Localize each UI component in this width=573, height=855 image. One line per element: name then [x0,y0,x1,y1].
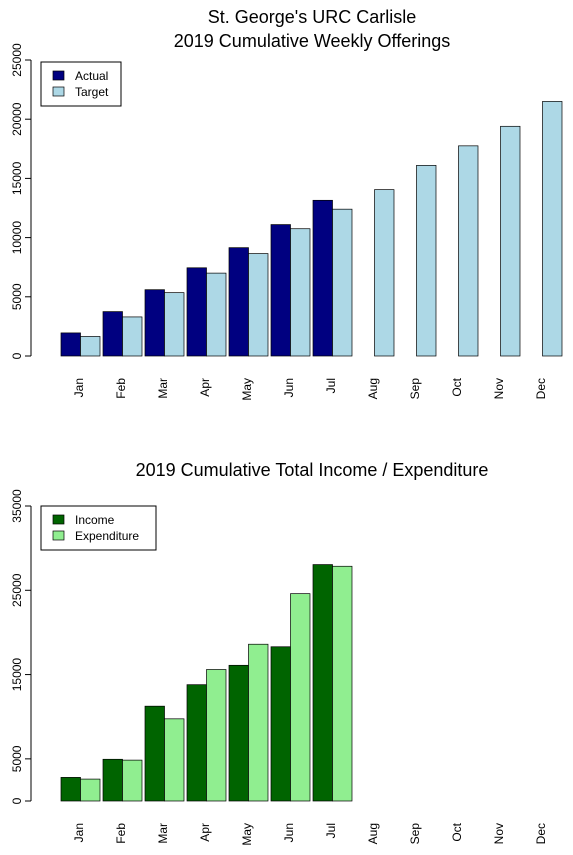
x-tick-label-sep: Sep [408,823,422,845]
bar-income-feb [102,758,123,802]
bar-target-sep [416,165,437,357]
x-tick-label-nov: Nov [492,823,506,844]
x-tick-label-nov: Nov [492,378,506,399]
legend-label-expenditure: Expenditure [75,529,139,543]
bar-target-oct [458,145,479,357]
y-tick-label-20000: 20000 [10,102,24,136]
bar-target-nov [500,125,521,357]
bar-expenditure-feb [122,759,143,802]
bar-actual-jul [312,199,333,357]
bar-actual-jan [60,332,81,357]
legend-swatch-income [52,514,65,525]
bar-income-apr [186,684,207,802]
legend-swatch-expenditure [52,530,65,541]
x-tick-label-dec: Dec [534,823,548,844]
y-tick-label-0: 0 [10,797,24,804]
y-tick-label-25000: 25000 [10,573,24,607]
y-tick-label-10000: 10000 [10,221,24,255]
income-chart-title: 2019 Cumulative Total Income / Expenditu… [136,460,489,480]
x-tick-label-jun: Jun [282,823,296,842]
y-tick-label-15000: 15000 [10,161,24,195]
bar-target-feb [122,316,143,357]
bar-income-jan [60,777,81,802]
offerings-legend: Actual Target [40,61,122,107]
offerings-chart-title: St. George's URC Carlisle [208,7,417,27]
bar-actual-mar [144,289,165,357]
bar-income-jul [312,564,333,802]
bar-target-apr [206,272,227,357]
legend-label-income: Income [75,513,115,527]
x-tick-label-feb: Feb [114,823,128,844]
x-tick-label-sep: Sep [408,378,422,400]
bar-expenditure-apr [206,669,227,802]
bar-actual-feb [102,311,123,357]
bar-actual-apr [186,267,207,357]
income-legend: Income Expenditure [40,505,157,551]
income-axes: Jan Feb Mar Apr May Jun Jul Aug Sep Oct Nov Dec 0 500… [10,489,548,846]
y-tick-label-5000: 5000 [10,745,24,772]
bar-actual-jun [270,224,291,357]
bar-target-mar [164,292,185,357]
legend-swatch-target [52,86,65,97]
x-tick-label-apr: Apr [198,823,212,842]
bar-target-aug [374,189,395,357]
bar-actual-may [228,247,249,357]
bar-expenditure-jan [80,778,101,802]
bar-income-mar [144,705,165,802]
offerings-chart: St. George's URC Carlisle 2019 Cumulativ… [10,7,563,401]
bar-target-jul [332,208,353,357]
x-tick-label-apr: Apr [198,378,212,397]
bar-target-dec [542,101,563,357]
bar-expenditure-jul [332,565,353,802]
bar-expenditure-may [248,643,269,802]
x-tick-label-mar: Mar [156,823,170,844]
x-tick-label-jul: Jul [324,378,338,393]
x-tick-label-dec: Dec [534,378,548,399]
y-tick-label-35000: 35000 [10,489,24,523]
offerings-axes: Jan Feb Mar Apr May Jun Jul Aug Sep Oct Nov Dec 0 500… [10,43,548,401]
x-tick-label-feb: Feb [114,378,128,399]
income-bars [60,564,353,802]
bar-target-jan [80,336,101,357]
x-tick-label-jul: Jul [324,823,338,838]
bar-income-jun [270,646,291,802]
x-tick-label-oct: Oct [450,377,464,396]
bar-target-may [248,253,269,357]
x-tick-label-may: May [240,378,254,401]
x-tick-label-may: May [240,823,254,846]
offerings-chart-subtitle: 2019 Cumulative Weekly Offerings [174,31,450,51]
x-tick-label-jan: Jan [72,378,86,397]
legend-swatch-actual [52,70,65,81]
y-tick-label-25000: 25000 [10,43,24,77]
y-tick-label-5000: 5000 [10,283,24,310]
y-tick-label-15000: 15000 [10,658,24,692]
x-tick-label-mar: Mar [156,378,170,399]
bar-target-jun [290,228,311,357]
bar-income-may [228,664,249,802]
x-tick-label-jan: Jan [72,823,86,842]
x-tick-label-oct: Oct [450,822,464,841]
x-tick-label-jun: Jun [282,378,296,397]
offerings-bars [60,101,563,357]
legend-label-target: Target [75,85,109,99]
y-tick-label-0: 0 [10,352,24,359]
bar-expenditure-jun [290,593,311,802]
x-tick-label-aug: Aug [366,823,380,844]
legend-label-actual: Actual [75,69,108,83]
bar-expenditure-mar [164,718,185,802]
x-tick-label-aug: Aug [366,378,380,399]
income-expenditure-chart: 2019 Cumulative Total Income / Expenditu… [10,460,548,846]
